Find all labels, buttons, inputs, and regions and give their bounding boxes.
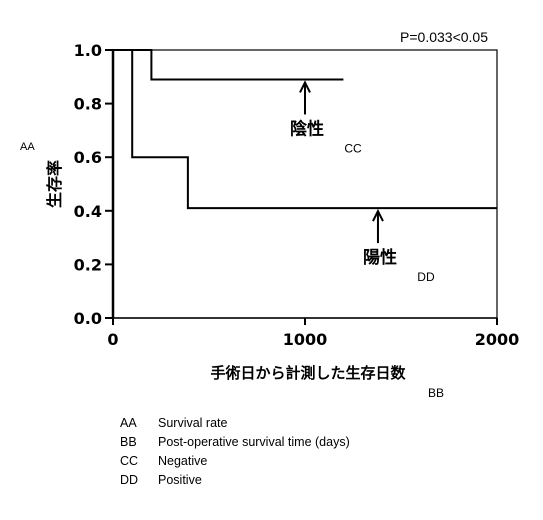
y-axis-label: 生存率 — [45, 160, 64, 208]
annotation-arrowhead — [372, 208, 384, 222]
x-tick-label: 0 — [107, 330, 118, 349]
annotation-label: 陽性 — [363, 247, 397, 268]
y-tick-label: 0.8 — [74, 95, 102, 114]
legend-text: Survival rate — [158, 416, 228, 430]
legend-key: BB — [120, 435, 137, 449]
annotation-tag: CC — [344, 141, 362, 155]
y-axis-tag: AA — [20, 141, 35, 153]
x-tick-label: 1000 — [283, 330, 328, 349]
legend-row: CC Negative — [120, 452, 350, 471]
legend: AA Survival rate BB Post-operative surviva… — [120, 414, 350, 490]
legend-text: Post-operative survival time (days) — [158, 435, 350, 449]
y-tick-label: 0.4 — [74, 202, 102, 221]
annotation-label: 陰性 — [290, 118, 324, 139]
y-tick-label: 0.2 — [74, 255, 102, 274]
annotation-arrowhead — [299, 80, 311, 93]
legend-text: Positive — [158, 473, 202, 487]
series-line — [113, 49, 497, 210]
legend-key: AA — [120, 416, 137, 430]
legend-key: DD — [120, 473, 139, 487]
y-tick-label: 0.0 — [74, 309, 102, 328]
legend-row: BB Post-operative survival time (days) — [120, 433, 350, 452]
y-tick-label: 1.0 — [74, 41, 102, 60]
legend-text: Negative — [158, 454, 208, 468]
legend-row: AA Survival rate — [120, 414, 350, 433]
legend-row: DD Positive — [120, 471, 350, 490]
p-value-text: P=0.033<0.05 — [400, 29, 488, 45]
x-tick-label: 2000 — [475, 330, 520, 349]
survival-chart: P=0.033<0.05 AA 生存率 手術日から計測した生存日数 BB 0.0… — [20, 29, 520, 400]
series-line — [113, 49, 344, 81]
x-axis-tag: BB — [428, 386, 444, 400]
annotation-tag: DD — [417, 270, 435, 284]
x-axis-label: 手術日から計測した生存日数 — [210, 364, 406, 382]
y-tick-label: 0.6 — [74, 148, 102, 167]
legend-key: CC — [120, 454, 139, 468]
